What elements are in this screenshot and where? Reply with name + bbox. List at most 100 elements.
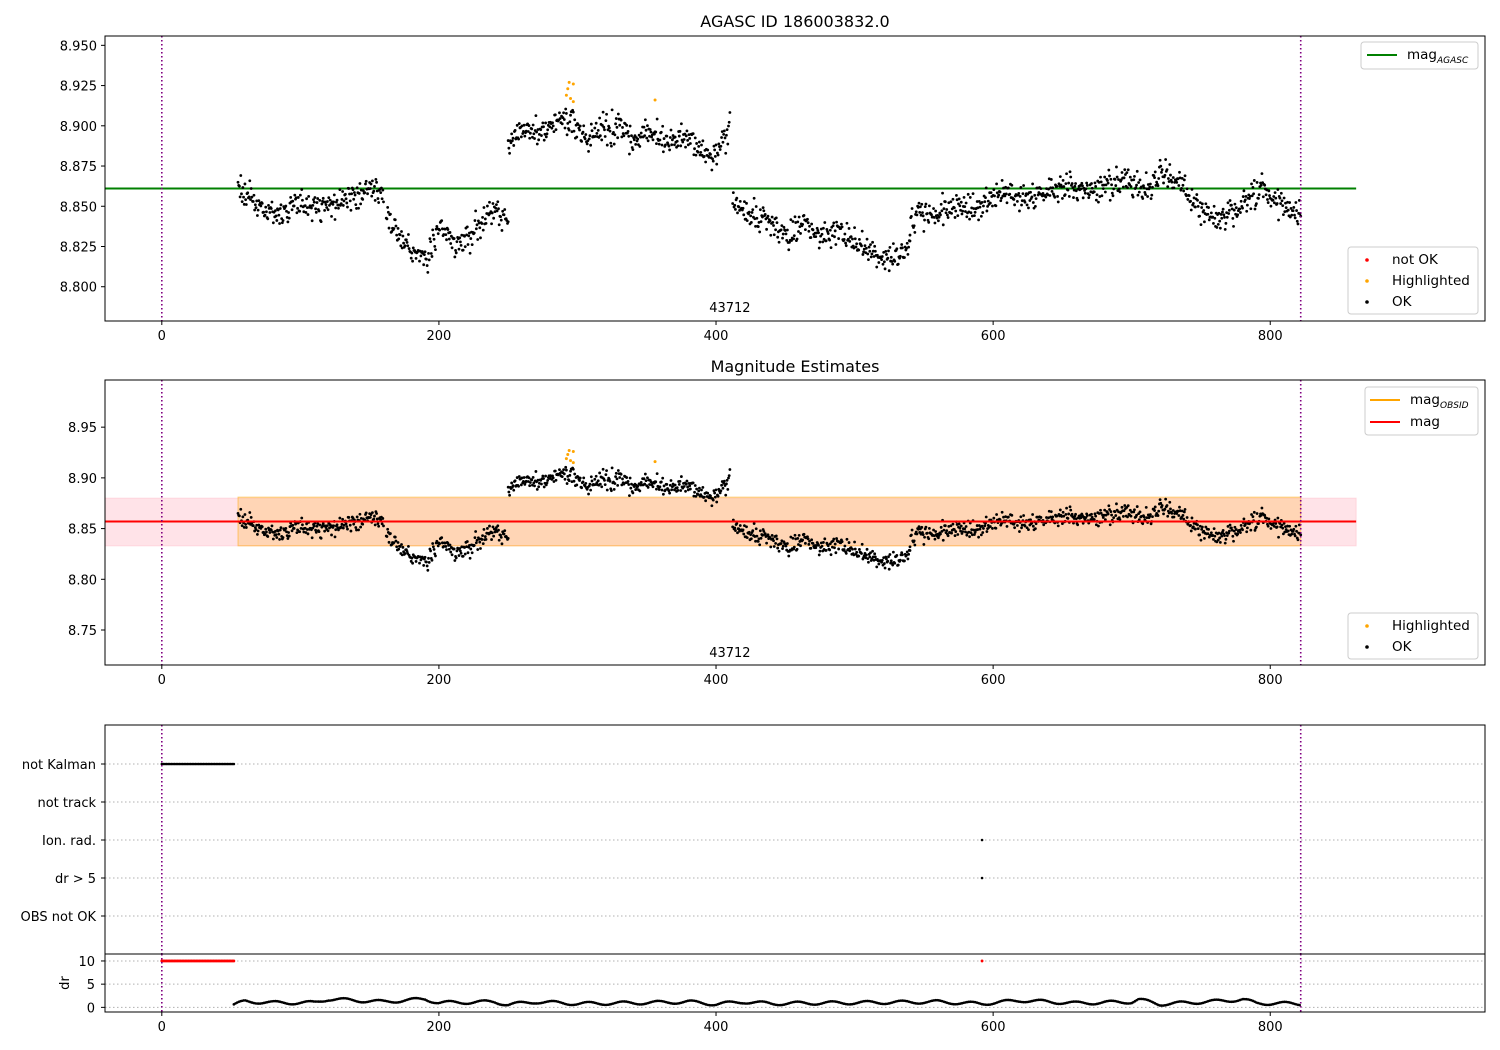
ok-point: [1001, 194, 1005, 198]
ok-point: [822, 541, 825, 544]
ok-point: [943, 200, 947, 204]
x-tick-label: 600: [981, 1020, 1006, 1035]
ok-point: [325, 524, 329, 528]
ok-point: [519, 135, 523, 139]
ok-point: [359, 202, 363, 206]
highlighted-point: [571, 461, 575, 465]
highlighted-point: [567, 80, 571, 84]
ok-point: [1190, 188, 1194, 191]
ok-point: [1175, 180, 1179, 184]
dr-point: [1298, 1003, 1301, 1007]
ok-point: [402, 241, 405, 245]
ok-point: [675, 486, 679, 490]
ok-point: [335, 523, 339, 527]
ok-point: [792, 545, 796, 549]
ok-point: [1200, 527, 1204, 531]
ok-point: [1198, 201, 1202, 205]
ok-point: [503, 529, 507, 533]
ok-point: [1136, 193, 1140, 197]
ok-point: [779, 542, 783, 545]
ok-point: [986, 204, 989, 208]
ok-point: [908, 545, 912, 549]
ok-point: [620, 135, 624, 139]
ok-point: [242, 525, 246, 529]
ok-point: [1224, 221, 1228, 225]
ok-point: [630, 134, 633, 138]
ok-point: [720, 136, 723, 139]
ok-point: [707, 496, 711, 500]
ok-point: [788, 240, 791, 244]
y-tick-label: 8.875: [60, 160, 97, 175]
ok-point: [886, 559, 890, 563]
ok-point: [253, 203, 257, 207]
ok-point: [474, 541, 478, 545]
ok-point: [602, 125, 606, 129]
ok-point: [542, 477, 545, 480]
ok-point: [398, 545, 402, 548]
ok-point: [1233, 525, 1237, 529]
ok-point: [244, 526, 248, 529]
ok-point: [510, 139, 514, 143]
ok-point: [927, 537, 931, 541]
ok-point: [1268, 194, 1271, 197]
ok-point: [535, 487, 539, 491]
ok-point: [871, 240, 874, 244]
ok-point: [1079, 184, 1082, 187]
ok-point: [722, 129, 726, 133]
ok-point: [808, 224, 811, 228]
ok-point: [281, 219, 285, 222]
ok-point: [657, 488, 661, 491]
ok-point: [488, 200, 491, 204]
ok-point: [1196, 523, 1199, 527]
ok-point: [1126, 515, 1129, 519]
ok-point: [1202, 529, 1206, 533]
ok-point: [250, 195, 254, 199]
ok-point: [984, 186, 988, 190]
ok-point: [363, 191, 367, 195]
ok-point: [1036, 515, 1039, 519]
ok-point: [616, 136, 620, 140]
ok-point: [1109, 177, 1113, 181]
ok-point: [922, 229, 926, 233]
ok-point: [648, 483, 651, 486]
ok-point: [774, 216, 778, 220]
ok-point: [1097, 512, 1101, 515]
ok-point: [238, 195, 242, 199]
ok-point: [1083, 191, 1087, 195]
ok-point: [1134, 186, 1138, 190]
ok-point: [686, 485, 690, 489]
ok-point: [256, 529, 260, 533]
ok-point: [1033, 193, 1037, 197]
ok-point: [598, 482, 602, 486]
ok-point: [1266, 198, 1269, 201]
ok-point: [453, 559, 457, 562]
ok-point: [346, 205, 349, 209]
ok-point: [237, 184, 241, 188]
ok-point: [1115, 165, 1118, 169]
ok-point: [427, 560, 431, 564]
ok-point: [1142, 515, 1146, 519]
ok-point: [794, 537, 798, 541]
ok-point: [482, 527, 486, 531]
ok-point: [995, 182, 998, 186]
ok-point: [864, 553, 868, 557]
ok-point: [882, 260, 886, 264]
ok-point: [607, 126, 611, 130]
ok-point: [944, 211, 948, 215]
ok-point: [346, 527, 349, 531]
ok-point: [474, 227, 478, 231]
ok-point: [890, 260, 894, 263]
ok-point: [621, 126, 624, 129]
ok-point: [725, 128, 729, 132]
ok-point: [1252, 510, 1256, 514]
ok-point: [903, 256, 906, 259]
ok-point: [1126, 504, 1130, 508]
ok-point: [733, 526, 737, 530]
ok-point: [490, 538, 493, 541]
ok-point: [648, 128, 652, 131]
ok-point: [955, 193, 958, 197]
ok-point: [632, 485, 636, 489]
ok-point: [806, 537, 810, 541]
ok-point: [688, 484, 692, 488]
ok-point: [660, 488, 664, 492]
